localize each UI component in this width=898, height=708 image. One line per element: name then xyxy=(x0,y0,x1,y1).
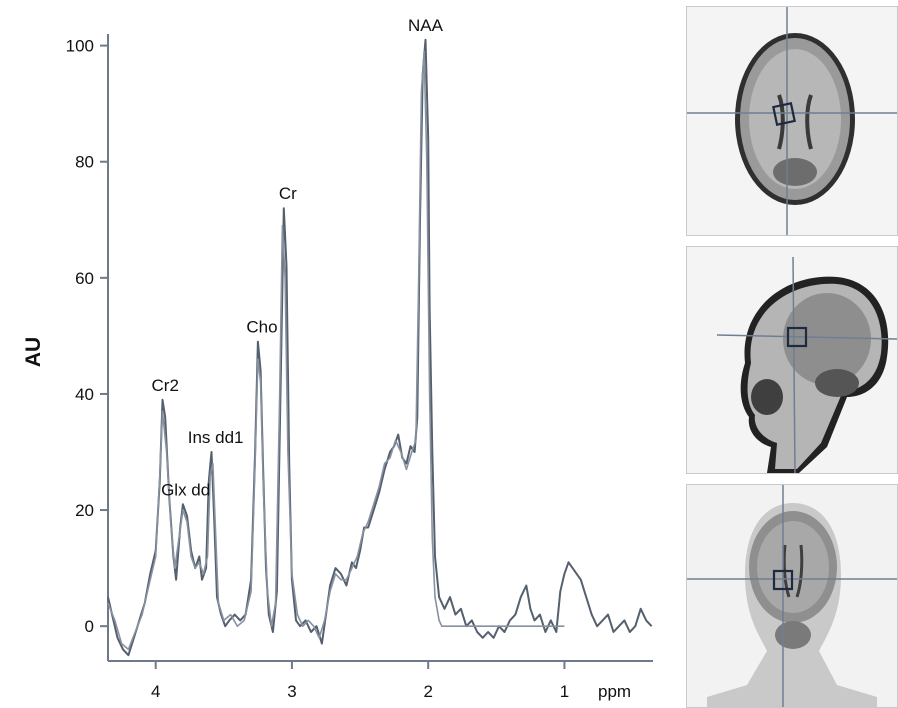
peak-label: Cr xyxy=(279,184,297,203)
mri-coronal-panel xyxy=(686,484,898,708)
x-tick-label: 3 xyxy=(287,682,296,701)
mri-sagittal-view xyxy=(687,247,897,473)
y-tick-label: 40 xyxy=(75,385,94,404)
spectrum-line-1 xyxy=(107,38,653,657)
peak-label: Glx dd xyxy=(161,480,210,499)
peak-label: Cr2 xyxy=(152,376,179,395)
mri-axial-view xyxy=(687,7,897,235)
series-layer xyxy=(107,38,653,657)
y-tick-label: 80 xyxy=(75,153,94,172)
x-tick-label: 2 xyxy=(423,682,432,701)
spectrum-line-2 xyxy=(107,50,565,651)
y-tick-label: 60 xyxy=(75,269,94,288)
peak-annotations: NAA Cr Cho Cr2 Ins dd1 Glx dd xyxy=(152,16,444,499)
mri-sagittal-panel xyxy=(686,246,898,474)
peak-label: Cho xyxy=(246,318,277,337)
y-tick-label: 0 xyxy=(85,617,94,636)
mri-axial-panel xyxy=(686,6,898,236)
axes: 0 20 40 60 80 100 4 3 2 1 xyxy=(66,34,653,701)
x-tick-label: 1 xyxy=(560,682,569,701)
x-axis-unit-label: ppm xyxy=(598,682,631,701)
x-tick-label: 4 xyxy=(151,682,160,701)
y-tick-label: 100 xyxy=(66,37,94,56)
peak-label: NAA xyxy=(408,16,444,35)
peak-label: Ins dd1 xyxy=(188,428,244,447)
spectrum-chart: 0 20 40 60 80 100 4 3 2 1 NAA Cr Cho Cr2 Ins dd1 Glx d… xyxy=(22,16,653,701)
y-tick-label: 20 xyxy=(75,501,94,520)
y-axis-title: AU xyxy=(22,337,45,367)
mri-coronal-view xyxy=(687,485,897,707)
